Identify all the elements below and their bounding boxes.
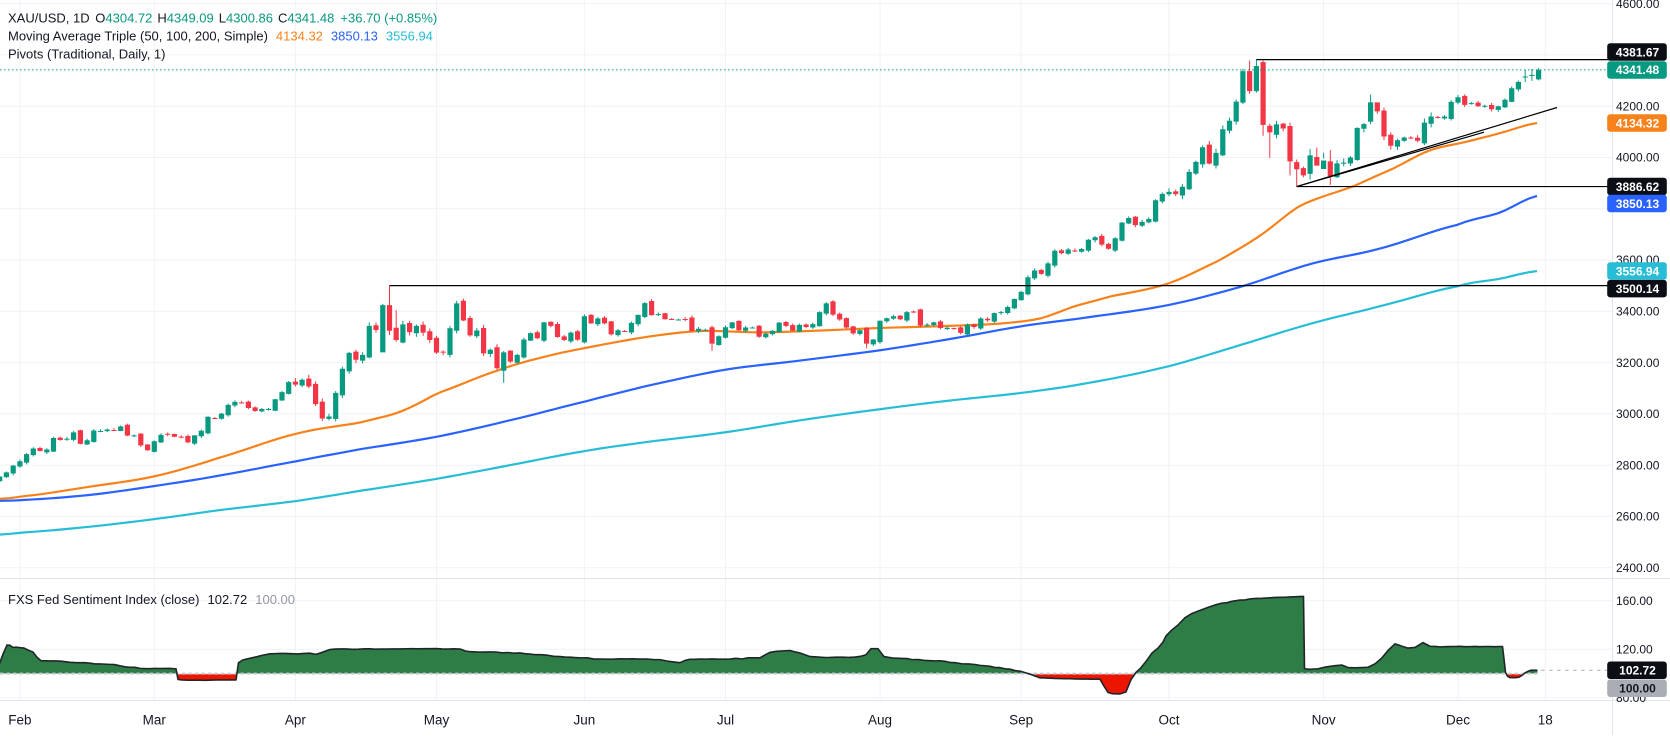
svg-text:4200.00: 4200.00 (1616, 99, 1660, 113)
svg-text:3886.62: 3886.62 (1616, 180, 1660, 194)
svg-text:Aug: Aug (868, 713, 892, 728)
svg-text:160.00: 160.00 (1616, 594, 1653, 608)
svg-text:3000.00: 3000.00 (1616, 407, 1660, 421)
svg-text:Apr: Apr (285, 713, 307, 728)
svg-text:2600.00: 2600.00 (1616, 510, 1660, 524)
svg-text:3500.14: 3500.14 (1616, 282, 1660, 296)
svg-text:Mar: Mar (143, 713, 167, 728)
svg-text:4134.32: 4134.32 (1616, 116, 1660, 130)
svg-text:Feb: Feb (8, 713, 31, 728)
svg-text:4341.48: 4341.48 (1616, 63, 1660, 77)
svg-text:4600.00: 4600.00 (1616, 0, 1660, 11)
svg-text:120.00: 120.00 (1616, 643, 1653, 657)
svg-text:3400.00: 3400.00 (1616, 305, 1660, 319)
svg-text:4381.67: 4381.67 (1616, 45, 1660, 59)
svg-text:3850.13: 3850.13 (1616, 197, 1660, 211)
svg-text:102.72: 102.72 (1619, 664, 1656, 678)
svg-text:4000.00: 4000.00 (1616, 151, 1660, 165)
svg-text:18: 18 (1538, 713, 1553, 728)
svg-text:3200.00: 3200.00 (1616, 356, 1660, 370)
svg-text:3556.94: 3556.94 (1616, 264, 1660, 278)
svg-text:Nov: Nov (1312, 713, 1336, 728)
svg-text:2400.00: 2400.00 (1616, 561, 1660, 575)
svg-text:Jun: Jun (574, 713, 596, 728)
svg-text:May: May (424, 713, 450, 728)
svg-text:Dec: Dec (1446, 713, 1470, 728)
svg-text:Moving Average Triple (50, 100: Moving Average Triple (50, 100, 200, Sim… (8, 29, 433, 44)
svg-text:FXS Fed Sentiment Index (close: FXS Fed Sentiment Index (close) 102.72 100… (8, 592, 295, 607)
svg-text:100.00: 100.00 (1619, 682, 1656, 696)
svg-text:Sep: Sep (1009, 713, 1033, 728)
svg-text:2800.00: 2800.00 (1616, 458, 1660, 472)
svg-text:Oct: Oct (1158, 713, 1179, 728)
svg-text:Pivots (Traditional, Daily, 1): Pivots (Traditional, Daily, 1) (8, 47, 166, 62)
svg-text:Jul: Jul (717, 713, 734, 728)
